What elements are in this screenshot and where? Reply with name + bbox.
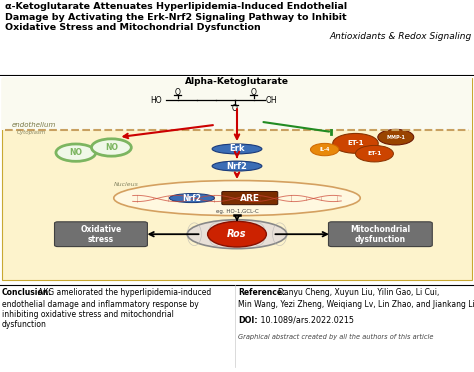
- Text: Danyu Cheng, Xuyun Liu, Yilin Gao, Li Cui,: Danyu Cheng, Xuyun Liu, Yilin Gao, Li Cu…: [278, 288, 439, 297]
- Ellipse shape: [170, 193, 214, 203]
- Text: Alpha-Ketoglutarate: Alpha-Ketoglutarate: [185, 77, 289, 86]
- Ellipse shape: [212, 161, 262, 171]
- Text: Oxidative
stress: Oxidative stress: [80, 224, 122, 244]
- Text: Graphical abstract created by all the authors of this article: Graphical abstract created by all the au…: [238, 334, 434, 340]
- FancyBboxPatch shape: [2, 78, 472, 280]
- Text: Antioxidants & Redox Signaling: Antioxidants & Redox Signaling: [329, 32, 472, 41]
- Text: ARE: ARE: [240, 193, 260, 203]
- Text: NO: NO: [69, 148, 82, 157]
- FancyBboxPatch shape: [2, 78, 472, 130]
- Text: dysfunction: dysfunction: [2, 320, 47, 329]
- Circle shape: [356, 145, 393, 162]
- Ellipse shape: [212, 144, 262, 154]
- Text: ET-1: ET-1: [367, 151, 382, 156]
- Text: Ros: Ros: [227, 229, 247, 239]
- Text: HO: HO: [151, 96, 162, 105]
- FancyBboxPatch shape: [222, 192, 278, 205]
- Text: eg. HO-1,GCL-C: eg. HO-1,GCL-C: [216, 209, 258, 214]
- Text: endothelium: endothelium: [12, 122, 56, 128]
- Text: MMP-1: MMP-1: [386, 135, 405, 140]
- Circle shape: [333, 134, 378, 153]
- Text: OH: OH: [265, 96, 277, 105]
- Text: Nrf2: Nrf2: [182, 193, 201, 203]
- Text: IL-4: IL-4: [319, 147, 330, 152]
- Text: inhibiting oxidative stress and mitochondrial: inhibiting oxidative stress and mitochon…: [2, 310, 174, 319]
- Text: endothelial damage and inflammatory response by: endothelial damage and inflammatory resp…: [2, 300, 199, 309]
- Text: Nucleus: Nucleus: [114, 182, 138, 187]
- Circle shape: [91, 139, 131, 156]
- Circle shape: [56, 144, 96, 161]
- Text: DOI:: DOI:: [238, 316, 258, 325]
- Text: Mitochondrial
dysfunction: Mitochondrial dysfunction: [350, 224, 410, 244]
- Text: O: O: [175, 88, 181, 97]
- Text: α-Ketoglutarate Attenuates Hyperlipidemia-Induced Endothelial
Damage by Activati: α-Ketoglutarate Attenuates Hyperlipidemi…: [5, 2, 347, 32]
- Text: Min Wang, Yezi Zheng, Weiqiang Lv, Lin Zhao, and Jiankang Liu: Min Wang, Yezi Zheng, Weiqiang Lv, Lin Z…: [238, 300, 474, 309]
- FancyBboxPatch shape: [328, 222, 432, 247]
- Text: AKG ameliorated the hyperlipidemia-induced: AKG ameliorated the hyperlipidemia-induc…: [38, 288, 211, 297]
- Text: 10.1089/ars.2022.0215: 10.1089/ars.2022.0215: [258, 316, 354, 325]
- Text: Conclusion:: Conclusion:: [2, 288, 52, 297]
- Text: NO: NO: [105, 143, 118, 152]
- Circle shape: [208, 221, 266, 247]
- Text: O: O: [232, 104, 237, 113]
- Text: Erk: Erk: [229, 144, 245, 153]
- Circle shape: [378, 129, 414, 145]
- Text: Nrf2: Nrf2: [227, 161, 247, 171]
- Ellipse shape: [114, 180, 360, 216]
- Text: Reference:: Reference:: [238, 288, 285, 297]
- FancyBboxPatch shape: [55, 222, 147, 247]
- Ellipse shape: [187, 220, 287, 248]
- Text: Cytoplasm: Cytoplasm: [17, 131, 46, 135]
- Circle shape: [310, 143, 339, 156]
- Text: O: O: [251, 88, 256, 97]
- Text: ET-1: ET-1: [347, 140, 364, 146]
